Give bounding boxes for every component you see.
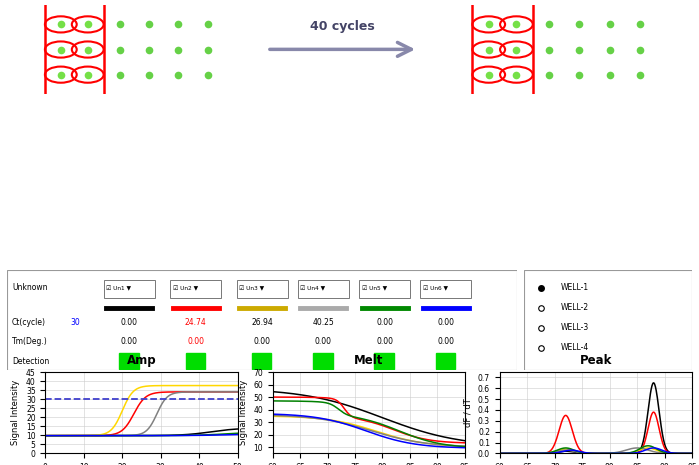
Text: 2: 2 [103, 9, 107, 14]
Bar [252, 352, 271, 369]
Text: 4: 4 [532, 35, 536, 40]
Text: ☑ Un1 ▼: ☑ Un1 ▼ [106, 286, 131, 292]
Bar [120, 352, 138, 369]
Text: 0.00: 0.00 [438, 337, 454, 346]
Text: ☑ Un3 ▼: ☑ Un3 ▼ [239, 286, 264, 292]
Y-axis label: Signal Intensity: Signal Intensity [238, 380, 247, 445]
Text: WELL-1: WELL-1 [561, 283, 589, 292]
Text: WELL-2: WELL-2 [561, 303, 589, 312]
Text: 0.00: 0.00 [187, 337, 204, 346]
Text: 6: 6 [532, 60, 536, 65]
Text: 3: 3 [42, 35, 45, 40]
Bar [186, 352, 205, 369]
Text: 0.00: 0.00 [376, 318, 393, 327]
Bar [375, 352, 394, 369]
Text: WELL-3: WELL-3 [561, 323, 589, 332]
Text: 1: 1 [469, 9, 473, 14]
Text: 0.00: 0.00 [376, 337, 393, 346]
Text: ☑ Un5 ▼: ☑ Un5 ▼ [361, 286, 387, 292]
Text: 4: 4 [103, 35, 107, 40]
Bar [313, 352, 333, 369]
Text: 0.00: 0.00 [315, 337, 332, 346]
Text: 0.00: 0.00 [121, 318, 138, 327]
Title: Melt: Melt [354, 354, 384, 367]
Bar [420, 280, 471, 298]
Text: 3: 3 [469, 35, 473, 40]
Bar [359, 280, 410, 298]
Bar [236, 280, 288, 298]
Text: ☑ Un2 ▼: ☑ Un2 ▼ [173, 286, 198, 292]
Text: Ct(cycle): Ct(cycle) [12, 318, 46, 327]
Bar [104, 280, 155, 298]
Text: 2: 2 [532, 9, 536, 14]
Text: 0.00: 0.00 [254, 337, 271, 346]
Text: 1: 1 [42, 9, 45, 14]
Text: 6: 6 [103, 60, 107, 65]
Text: 26.94: 26.94 [251, 318, 273, 327]
Text: WELL-4: WELL-4 [561, 343, 589, 352]
Bar [171, 280, 222, 298]
Text: 30: 30 [71, 318, 80, 327]
Title: Peak: Peak [579, 354, 612, 367]
Text: 40 cycles: 40 cycles [310, 20, 375, 33]
Text: 0.00: 0.00 [121, 337, 138, 346]
Title: Amp: Amp [127, 354, 157, 367]
Text: ☑ Un4 ▼: ☑ Un4 ▼ [301, 286, 326, 292]
Text: 0.00: 0.00 [438, 318, 454, 327]
Bar [435, 352, 455, 369]
Text: 5: 5 [469, 60, 473, 65]
Bar [298, 280, 349, 298]
Text: 5: 5 [42, 60, 45, 65]
Text: 24.74: 24.74 [185, 318, 207, 327]
Text: Tm(Deg.): Tm(Deg.) [12, 337, 48, 346]
Text: ☑ Un6 ▼: ☑ Un6 ▼ [423, 286, 448, 292]
Text: Unknown: Unknown [12, 283, 48, 292]
Y-axis label: Signal Intensity: Signal Intensity [11, 380, 20, 445]
Text: 40.25: 40.25 [312, 318, 334, 327]
Text: Detection: Detection [12, 357, 50, 366]
Y-axis label: dF / dT: dF / dT [463, 399, 473, 427]
